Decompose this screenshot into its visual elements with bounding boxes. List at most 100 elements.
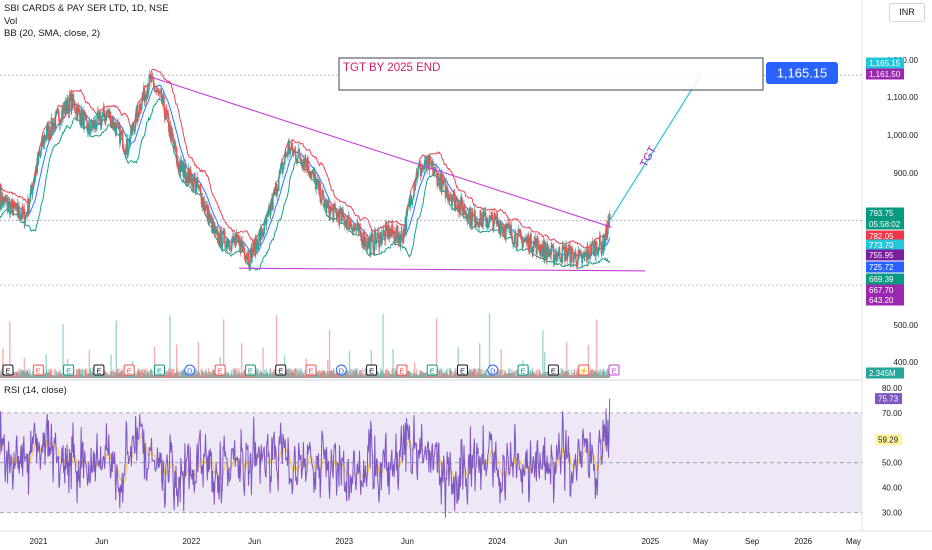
candle-body [358, 226, 360, 233]
volume-bar [326, 370, 328, 378]
event-marker-label: E [430, 367, 435, 376]
volume-bar [416, 368, 418, 378]
volume-bar [591, 369, 594, 378]
volume-bar [60, 372, 62, 378]
volume-bar [37, 374, 40, 378]
volume-bar [510, 372, 512, 378]
volume-bar [607, 368, 609, 378]
volume-bar [409, 372, 412, 378]
volume-bar [356, 368, 358, 378]
candle-body [74, 110, 76, 113]
volume-bar [568, 372, 570, 378]
annotations: TGT BY 2025 END 1,165.15 TGT [338, 57, 838, 169]
candle-body [384, 225, 387, 241]
volume-bar [412, 373, 415, 378]
candle-body [261, 227, 263, 237]
volume-bar [436, 374, 438, 378]
volume-bar [17, 371, 19, 378]
candle-body [278, 178, 280, 191]
volume-bar [478, 368, 480, 378]
volume-bar [292, 369, 294, 378]
volume-bar [146, 374, 148, 378]
candle-body [591, 242, 593, 253]
volume-bar [284, 374, 286, 378]
volume-bar [88, 349, 91, 378]
volume-bar [166, 370, 169, 378]
candle-body [299, 158, 302, 160]
candle-body [303, 159, 305, 162]
candle-body [34, 178, 36, 180]
candle-body [522, 242, 524, 248]
candle-body [154, 90, 156, 92]
candle-body [267, 212, 270, 215]
candle-body [142, 97, 144, 98]
volume-bar [205, 370, 207, 378]
volume-bar [390, 374, 393, 378]
candle-body [185, 180, 187, 183]
volume-bar [207, 368, 210, 378]
price-label-bg [866, 261, 904, 273]
rsi-legend[interactable]: RSI (14, close) [4, 385, 67, 396]
currency-button[interactable]: INR [889, 3, 925, 22]
candle-body [284, 153, 286, 160]
volume-bar [26, 370, 28, 378]
volume-bar [235, 375, 238, 378]
volume-bar [274, 371, 277, 378]
volume-bar [547, 372, 549, 378]
volume-bar [354, 369, 357, 378]
candle-body [521, 237, 524, 248]
symbol-title[interactable]: SBI CARDS & PAY SER LTD, 1D, NSE [4, 3, 169, 14]
event-marker-label: E [460, 367, 465, 376]
volume-bar [210, 373, 213, 378]
candle-body [289, 147, 292, 155]
volume-bar [513, 371, 515, 378]
volume-bar [185, 370, 187, 378]
candle-body [328, 200, 330, 214]
volume-bar [204, 372, 206, 378]
volume-bar [303, 373, 305, 378]
candle-body [344, 220, 347, 225]
volume-bar [359, 370, 361, 378]
volume-bar [183, 370, 185, 378]
event-marker-label: E [551, 367, 556, 376]
volume-bar [457, 347, 459, 378]
volume-bar [538, 375, 540, 378]
volume-bar [23, 371, 25, 378]
volume-bar [295, 368, 297, 378]
candle-body [58, 112, 60, 121]
volume-bar [212, 369, 214, 378]
volume-bar [406, 372, 409, 378]
volume-bar [62, 373, 65, 378]
candle-body [319, 182, 321, 202]
candle-body [354, 224, 356, 228]
volume-bar [543, 374, 545, 378]
volume-bar [51, 374, 54, 378]
candle-body [585, 252, 587, 254]
volume-bar [293, 373, 295, 378]
candle-body [491, 214, 494, 221]
candle-body [578, 250, 580, 256]
target-callout [766, 62, 838, 84]
volume-bar [377, 372, 380, 378]
volume-bar [594, 371, 596, 378]
candle-body [180, 159, 183, 162]
volume-bar [53, 375, 55, 378]
candle-body [171, 132, 174, 138]
candle-body [220, 229, 223, 248]
bb-legend[interactable]: BB (20, SMA, close, 2) [4, 28, 101, 39]
candle-body [430, 161, 432, 166]
volume-bar [380, 368, 382, 378]
candle-body [320, 201, 322, 203]
volume-bar [347, 372, 350, 378]
volume-bar [498, 371, 501, 378]
volume-bar [506, 373, 508, 378]
volume-bar [572, 372, 574, 378]
volume-legend[interactable]: Vol [4, 15, 18, 27]
volume-bar [387, 371, 390, 378]
volume-bar [239, 373, 241, 378]
candle-body [356, 223, 358, 228]
volume-bar [575, 374, 577, 378]
candle-body [252, 241, 255, 253]
volume-bar [237, 375, 239, 378]
